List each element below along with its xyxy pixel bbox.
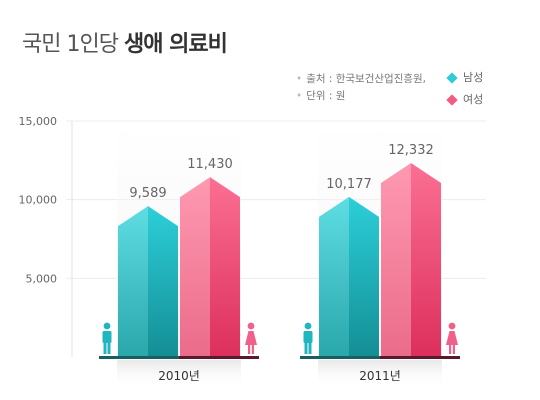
- male-person-icon: [303, 322, 313, 354]
- unit-text: 단위 : 원: [306, 90, 346, 102]
- data-labels: 9,589 11,430 2010년 10,177 12,332 2011년: [129, 143, 433, 383]
- category-label: 2010년: [158, 369, 200, 383]
- legend: 남성 여성: [446, 67, 484, 111]
- legend-item-female: 여성: [446, 89, 484, 111]
- source-line: • 출처 : 한국보건산업진흥원,: [296, 73, 427, 85]
- data-label: 12,332: [388, 143, 434, 158]
- chart-title-normal: 국민 1인당: [22, 32, 124, 57]
- y-axis: 5,000 10,000 15,000: [19, 115, 73, 357]
- chart-title-strong: 생애 의료비: [123, 32, 228, 57]
- bar-male-2011년: [319, 196, 379, 357]
- bar-face-left: [118, 206, 148, 357]
- group-bases: [99, 322, 460, 359]
- bar-female-2010년: [180, 177, 240, 357]
- bar-face-right: [349, 196, 379, 357]
- unit-line: • 단위 : 원: [296, 90, 346, 102]
- base-line-female: [380, 356, 460, 359]
- y-tick-label: 5,000: [26, 272, 58, 285]
- bar-face-left: [381, 162, 411, 357]
- group-reflection: [117, 360, 241, 388]
- y-tick-label: 10,000: [19, 194, 58, 207]
- bar-male-2010년: [118, 206, 178, 357]
- bar-face-right: [148, 206, 178, 357]
- chart-title: 국민 1인당 생애 의료비: [22, 26, 228, 58]
- legend-item-male: 남성: [446, 67, 484, 89]
- bar-face-right: [210, 177, 240, 357]
- legend-label-male: 남성: [463, 71, 484, 84]
- data-label: 10,177: [326, 177, 372, 192]
- female-person-icon: [446, 322, 458, 354]
- bar-face-left: [319, 196, 349, 357]
- data-label: 11,430: [187, 157, 233, 172]
- bar-face-left: [180, 177, 210, 357]
- legend-label-female: 여성: [463, 93, 484, 106]
- base-line-female: [179, 356, 259, 359]
- group-reflection: [318, 360, 442, 388]
- female-person-icon: [245, 322, 257, 354]
- category-label: 2011년: [359, 369, 401, 383]
- source-text: 출처 : 한국보건산업진흥원,: [306, 73, 427, 85]
- bars: [118, 162, 441, 357]
- bar-face-right: [411, 162, 441, 357]
- source-note: • 출처 : 한국보건산업진흥원, • 단위 : 원: [296, 71, 426, 105]
- data-label: 9,589: [129, 186, 166, 201]
- y-tick-label: 15,000: [19, 115, 58, 128]
- male-person-icon: [102, 322, 112, 354]
- bar-female-2011년: [381, 162, 441, 357]
